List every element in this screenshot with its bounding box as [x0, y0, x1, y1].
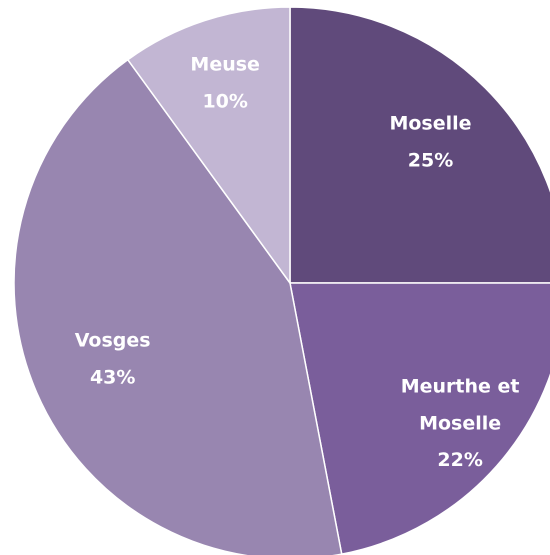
pie-slice [289, 6, 550, 284]
pie-slice [289, 282, 550, 555]
slice-value-label: 43% [90, 367, 135, 389]
slice-label: Vosges [75, 330, 151, 352]
slice-value-label: 22% [437, 449, 482, 471]
slice-label: Meuse [190, 54, 260, 76]
slice-value-label: 10% [202, 91, 247, 113]
slice-label: Meurthe et Moselle [401, 375, 520, 434]
slice-value-label: 25% [408, 149, 453, 171]
pie-slice [13, 58, 343, 555]
slice-label-line: Meurthe et [401, 375, 520, 397]
pie-slice [126, 6, 291, 286]
slice-label: Moselle [389, 112, 471, 134]
slice-label-line: Moselle [419, 412, 501, 434]
